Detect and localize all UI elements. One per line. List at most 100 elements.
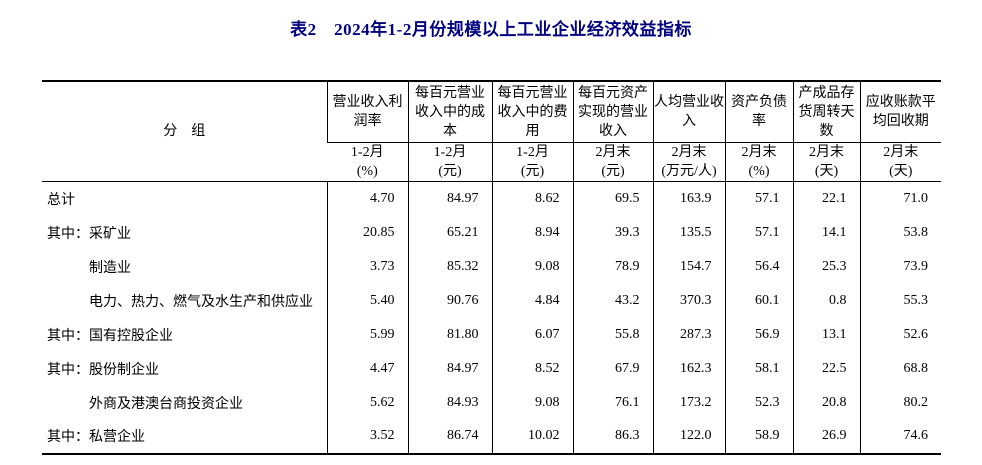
- cell-value: 287.3: [652, 317, 725, 352]
- cell-value: 69.5: [572, 181, 653, 216]
- cell-value: 74.6: [859, 419, 941, 454]
- column-header-profit-margin: 营业收入利润率: [326, 81, 408, 143]
- subheader-period-unit: 2月末 (元): [572, 142, 653, 182]
- unit-label: (万元/人): [661, 164, 717, 179]
- cell-value: 0.8: [792, 283, 860, 318]
- row-label: 制造业: [89, 260, 131, 276]
- cell-value: 3.52: [326, 419, 408, 454]
- cell-value: 20.85: [326, 215, 408, 250]
- subheader-period-unit: 2月末 (万元/人): [652, 142, 725, 182]
- cell-value: 10.02: [491, 419, 573, 454]
- table-row-foreign-invested: 外商及港澳台商投资企业 5.62 84.93 9.08 76.1 173.2 5…: [42, 385, 941, 420]
- period-label: 1-2月: [350, 145, 384, 160]
- cell-value: 76.1: [572, 385, 653, 420]
- cell-value: 14.1: [792, 215, 860, 250]
- cell-value: 4.47: [326, 351, 408, 386]
- cell-value: 5.62: [326, 385, 408, 420]
- unit-label: (元): [601, 164, 625, 179]
- column-header-revenue-per-capita: 人均营业收入: [652, 81, 725, 143]
- cell-value: 81.80: [407, 317, 492, 352]
- cell-value: 55.8: [572, 317, 653, 352]
- cell-value: 56.4: [724, 249, 793, 284]
- table-header: 分 组 营业收入利润率 每百元营业收入中的成本 每百元营业收入中的费用 每百元资…: [42, 81, 941, 182]
- cell-value: 370.3: [652, 283, 725, 318]
- cell-value: 57.1: [724, 181, 793, 216]
- cell-value: 26.9: [792, 419, 860, 454]
- cell-value: 65.21: [407, 215, 492, 250]
- row-label: 其中：国有控股企业: [47, 328, 173, 344]
- subheader-period-unit: 2月末 (天): [792, 142, 860, 182]
- period-label: 2月末: [883, 145, 919, 160]
- table-body: 总计 4.70 84.97 8.62 69.5 163.9 57.1 22.1 …: [42, 181, 941, 454]
- cell-value: 60.1: [724, 283, 793, 318]
- column-header-asset-liability-ratio: 资产负债率: [724, 81, 793, 143]
- unit-label: (天): [889, 164, 913, 179]
- cell-value: 84.97: [407, 181, 492, 216]
- table-row-manufacturing: 制造业 3.73 85.32 9.08 78.9 154.7 56.4 25.3…: [42, 249, 941, 284]
- cell-value: 173.2: [652, 385, 725, 420]
- subheader-period-unit: 2月末 (%): [724, 142, 793, 182]
- cell-value: 6.07: [491, 317, 573, 352]
- page-title: 表2 2024年1-2月份规模以上工业企业经济效益指标: [290, 20, 692, 39]
- period-label: 2月末: [671, 145, 707, 160]
- cell-value: 55.3: [859, 283, 941, 318]
- cell-value: 22.5: [792, 351, 860, 386]
- cell-value: 3.73: [326, 249, 408, 284]
- header-row-names: 分 组 营业收入利润率 每百元营业收入中的成本 每百元营业收入中的费用 每百元资…: [42, 81, 941, 182]
- cell-value: 84.93: [407, 385, 492, 420]
- period-label: 1-2月: [516, 145, 549, 160]
- cell-value: 20.8: [792, 385, 860, 420]
- cell-value: 90.76: [407, 283, 492, 318]
- cell-value: 80.2: [859, 385, 941, 420]
- cell-value: 86.74: [407, 419, 492, 454]
- cell-value: 163.9: [652, 181, 725, 216]
- unit-label: (元): [520, 164, 545, 179]
- subheader-period-unit: 1-2月 (元): [491, 142, 573, 182]
- cell-value: 25.3: [792, 249, 860, 284]
- cell-value: 22.1: [792, 181, 860, 216]
- cell-value: 85.32: [407, 249, 492, 284]
- cell-value: 135.5: [652, 215, 725, 250]
- cell-value: 86.3: [572, 419, 653, 454]
- period-label: 2月末: [595, 145, 631, 160]
- column-header-revenue-per-100-assets: 每百元资产实现的营业收入: [572, 81, 653, 143]
- cell-value: 5.99: [326, 317, 408, 352]
- cell-value: 67.9: [572, 351, 653, 386]
- row-label: 其中：采矿业: [47, 226, 131, 242]
- table-row-utilities: 电力、热力、燃气及水生产和供应业 5.40 90.76 4.84 43.2 37…: [42, 283, 941, 318]
- row-label: 其中：私营企业: [47, 430, 145, 445]
- subheader-period-unit: 1-2月 (元): [407, 142, 492, 182]
- unit-label: (天): [814, 164, 839, 179]
- row-label: 外商及港澳台商投资企业: [89, 396, 243, 412]
- period-label: 1-2月: [433, 145, 467, 160]
- cell-value: 9.08: [491, 385, 573, 420]
- row-label: 其中：股份制企业: [47, 362, 159, 378]
- cell-value: 4.70: [326, 181, 408, 216]
- cell-value: 162.3: [652, 351, 725, 386]
- cell-value: 154.7: [652, 249, 725, 284]
- period-label: 2月末: [741, 145, 777, 160]
- table-row-shareholding: 其中：股份制企业 4.47 84.97 8.52 67.9 162.3 58.1…: [42, 351, 941, 386]
- cell-value: 56.9: [724, 317, 793, 352]
- subheader-period-unit: 1-2月 (%): [327, 142, 408, 182]
- cell-value: 8.62: [491, 181, 573, 216]
- cell-value: 53.8: [859, 215, 941, 250]
- row-label: 总计: [47, 192, 75, 208]
- column-header-receivables-collection-period: 应收账款平均回收期: [859, 81, 941, 143]
- cell-value: 68.8: [859, 351, 941, 386]
- cell-value: 84.97: [407, 351, 492, 386]
- cell-value: 13.1: [792, 317, 860, 352]
- table-row-state-holding: 其中：国有控股企业 5.99 81.80 6.07 55.8 287.3 56.…: [42, 317, 941, 352]
- table-row-mining: 其中：采矿业 20.85 65.21 8.94 39.3 135.5 57.1 …: [42, 215, 941, 250]
- period-label: 2月末: [809, 145, 844, 160]
- cell-value: 58.1: [724, 351, 793, 386]
- unit-label: (元): [438, 164, 462, 179]
- cell-value: 39.3: [572, 215, 653, 250]
- cell-value: 122.0: [652, 419, 725, 454]
- cell-value: 58.9: [724, 419, 793, 454]
- subheader-period-unit: 2月末 (天): [859, 142, 941, 182]
- cell-value: 9.08: [491, 249, 573, 284]
- cell-value: 52.3: [724, 385, 793, 420]
- row-label: 电力、热力、燃气及水生产和供应业: [89, 294, 313, 310]
